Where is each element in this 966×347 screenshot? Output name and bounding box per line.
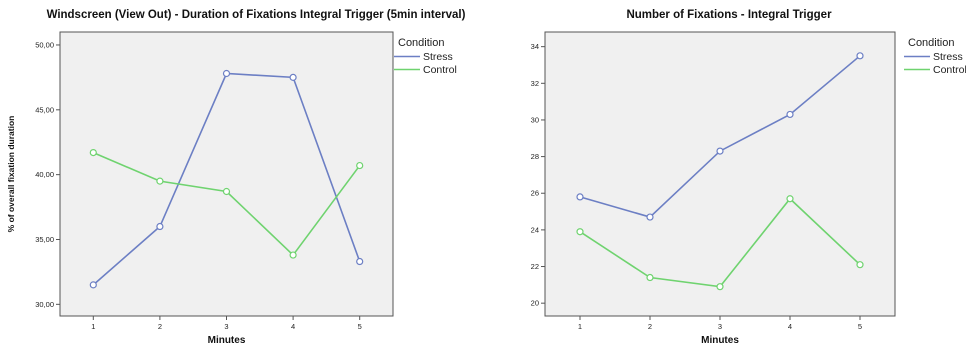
- x-tick-label: 4: [788, 322, 792, 331]
- legend-title: Condition: [398, 37, 444, 49]
- legend-label-control: Control: [933, 64, 966, 76]
- data-point-control: [222, 187, 231, 196]
- data-point-stress: [156, 222, 164, 231]
- data-point-control: [89, 149, 97, 157]
- x-tick-label: 1: [91, 322, 95, 331]
- plot-area: [544, 31, 896, 317]
- x-tick-label: 3: [718, 322, 722, 331]
- data-point-control: [289, 251, 297, 259]
- y-tick-label: 20: [531, 299, 539, 308]
- y-tick-label: 32: [531, 79, 539, 88]
- x-tick-label: 4: [291, 322, 295, 331]
- chart-right-svg: Number of Fixations - Integral Trigger 20…: [531, 9, 966, 346]
- data-point-control: [156, 177, 164, 185]
- legend-title: Condition: [908, 37, 954, 49]
- x-axis-title: Minutes: [701, 335, 739, 346]
- x-axis-title: Minutes: [208, 335, 246, 346]
- y-tick-label: 34: [531, 42, 539, 51]
- data-point-control: [716, 283, 724, 291]
- y-tick-label: 26: [531, 189, 539, 198]
- data-point-stress: [716, 147, 724, 155]
- legend-label-stress: Stress: [423, 51, 453, 63]
- plot-area: [59, 31, 394, 317]
- legend-label-control: Control: [423, 64, 457, 76]
- y-tick-label: 45,00: [35, 105, 54, 114]
- data-point-control: [356, 161, 364, 170]
- data-point-stress: [222, 69, 231, 78]
- y-tick-label: 35,00: [35, 235, 54, 244]
- chart-left-svg: Windscreen (View Out) - Duration of Fixa…: [6, 9, 466, 346]
- y-tick-label: 30: [531, 115, 539, 124]
- y-tick-label: 30,00: [35, 300, 54, 309]
- y-tick-label: 22: [531, 262, 539, 271]
- data-point-control: [576, 228, 584, 236]
- x-tick-label: 1: [578, 322, 582, 331]
- chart-left: Windscreen (View Out) - Duration of Fixa…: [6, 9, 466, 346]
- x-tick-label: 2: [158, 322, 162, 331]
- data-point-stress: [356, 257, 364, 266]
- x-tick-label: 5: [358, 322, 362, 331]
- data-point-stress: [576, 193, 584, 201]
- y-tick-label: 50,00: [35, 40, 54, 49]
- chart-title: Number of Fixations - Integral Trigger: [626, 9, 832, 21]
- x-tick-label: 3: [224, 322, 228, 331]
- data-point-control: [646, 273, 654, 282]
- y-tick-label: 28: [531, 152, 539, 161]
- legend-label-stress: Stress: [933, 51, 963, 63]
- data-point-stress: [786, 110, 794, 119]
- x-tick-label: 5: [858, 322, 862, 331]
- chart-title: Windscreen (View Out) - Duration of Fixa…: [47, 9, 466, 21]
- y-tick-label: 24: [531, 225, 539, 234]
- data-point-stress: [856, 52, 864, 60]
- y-axis-title: % of overall fixation duration: [6, 116, 16, 233]
- x-tick-label: 2: [648, 322, 652, 331]
- chart-right: Number of Fixations - Integral Trigger 20…: [483, 0, 966, 347]
- data-point-control: [786, 195, 794, 203]
- y-tick-label: 40,00: [35, 170, 54, 179]
- data-point-stress: [89, 281, 97, 289]
- data-point-control: [856, 261, 864, 269]
- data-point-stress: [646, 213, 654, 221]
- data-point-stress: [289, 73, 297, 81]
